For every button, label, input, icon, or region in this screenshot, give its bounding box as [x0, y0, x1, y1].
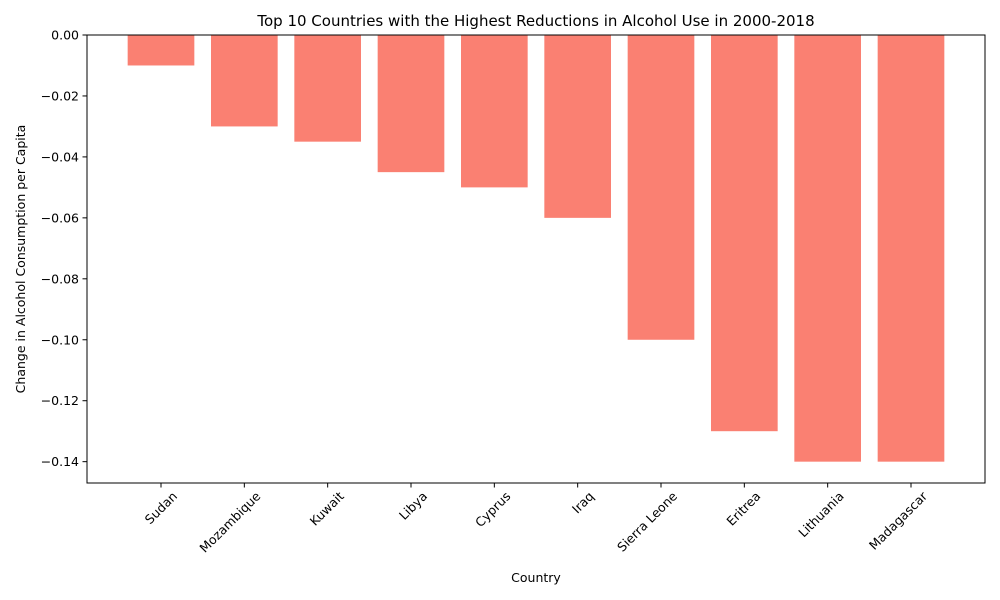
y-tick-label: −0.14: [41, 454, 79, 469]
x-tick-label: Kuwait: [307, 488, 347, 528]
y-tick-label: 0.00: [51, 28, 79, 43]
x-tick-label: Libya: [396, 489, 430, 523]
bar-cyprus: [461, 35, 528, 188]
y-tick-label: −0.06: [41, 210, 79, 225]
bar-eritrea: [711, 35, 778, 432]
y-tick-label: −0.10: [41, 332, 79, 347]
bar-mozambique: [211, 35, 278, 127]
x-tick-label: Sierra Leone: [614, 488, 680, 554]
bar-madagascar: [877, 35, 945, 462]
bar-lithuania: [794, 35, 861, 462]
y-tick-label: −0.02: [41, 88, 79, 103]
x-tick-label: Sudan: [142, 489, 180, 527]
x-tick-label: Mozambique: [196, 488, 263, 555]
bar-libya: [377, 35, 445, 173]
y-tick-label: −0.04: [41, 149, 79, 164]
x-tick-label: Iraq: [569, 489, 597, 517]
bar-kuwait: [294, 35, 361, 142]
plot-frame: [86, 34, 986, 484]
x-axis: Sudan Mozambique Kuwait Libya Cyprus Iraq Sier…: [142, 483, 931, 556]
x-tick-label: Cyprus: [472, 489, 513, 530]
y-axis: 0.00 −0.02 −0.04 −0.06 −0.08 −0.10 −0.12 −0.14: [41, 28, 87, 469]
bar-sierra-leone: [627, 35, 695, 340]
y-tick-label: −0.12: [41, 393, 79, 408]
x-tick-label: Madagascar: [866, 488, 931, 553]
y-tick-label: −0.08: [41, 271, 79, 286]
bar-sudan: [127, 35, 195, 66]
bar-iraq: [544, 35, 611, 218]
bars-group: [127, 35, 945, 462]
x-axis-label: Country: [511, 570, 561, 585]
x-tick-label: Lithuania: [795, 489, 847, 541]
x-tick-label: Eritrea: [723, 489, 763, 529]
y-axis-label: Change in Alcohol Consumption per Capita: [13, 125, 28, 394]
chart-title: Top 10 Countries with the Highest Reduct…: [256, 12, 814, 30]
